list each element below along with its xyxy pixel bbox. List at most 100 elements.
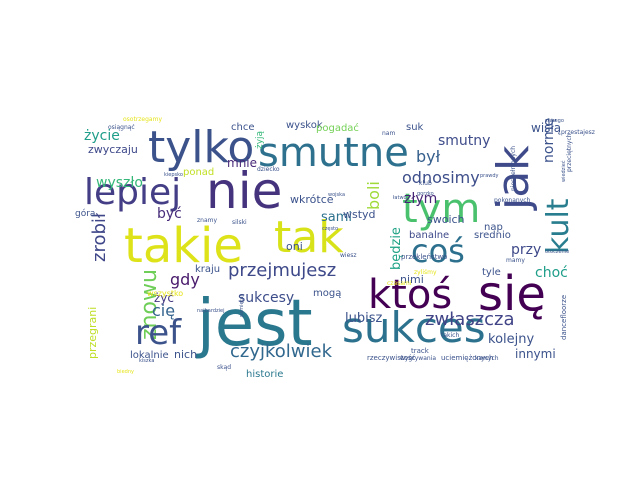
cloud-word: srednio <box>474 230 511 241</box>
cloud-word: sami <box>321 210 352 225</box>
cloud-word: suk <box>406 122 424 133</box>
cloud-word: życie <box>84 128 120 144</box>
cloud-word: łatwo <box>393 195 407 201</box>
cloud-word: lokalnie <box>130 350 169 361</box>
cloud-word: kiszka <box>139 358 154 364</box>
cloud-word: góra <box>75 208 95 219</box>
cloud-word: kamych <box>475 355 499 362</box>
cloud-word: dziecko <box>257 166 280 173</box>
cloud-word: kraju <box>195 264 220 275</box>
cloud-word: być <box>157 206 182 222</box>
cloud-word: wisłą <box>531 121 561 135</box>
cloud-word: lepiej <box>84 172 181 213</box>
cloud-word: kiepsko <box>164 172 183 178</box>
cloud-word: innymi <box>515 347 556 361</box>
cloud-word: gdy <box>170 270 200 289</box>
cloud-word: tak <box>274 212 344 263</box>
cloud-word: osotrzegamy <box>123 116 162 123</box>
cloud-word: wyskok <box>286 120 323 131</box>
cloud-word: skąd <box>217 364 231 371</box>
cloud-word: jest <box>195 287 313 361</box>
cloud-word: mamy <box>506 257 525 264</box>
cloud-word: rzeczywistość <box>367 354 416 362</box>
cloud-word: dancefloorze <box>560 295 568 340</box>
cloud-word: kolejny <box>488 332 534 347</box>
cloud-word: takie <box>124 218 243 274</box>
cloud-word: znowu <box>137 269 162 340</box>
cloud-word: swoich <box>427 213 465 226</box>
cloud-word: tylko <box>148 122 254 173</box>
cloud-word: zrobił <box>89 212 110 262</box>
cloud-word: starego <box>545 118 564 124</box>
cloud-word: nie <box>206 162 282 220</box>
cloud-word: będzie <box>389 227 404 270</box>
cloud-word: sukcesy <box>238 290 294 306</box>
cloud-word: tyle <box>482 267 501 278</box>
cloud-word: był <box>416 147 441 166</box>
cloud-word: zyliśmy <box>414 269 437 276</box>
cloud-word: cię <box>152 301 175 320</box>
cloud-word: wyszło <box>96 175 143 191</box>
cloud-word: biedny <box>117 369 134 375</box>
cloud-word: choć <box>535 265 568 281</box>
cloud-word: często <box>322 226 338 232</box>
cloud-word: tym <box>402 186 480 232</box>
cloud-word: zwyczaju <box>88 143 138 156</box>
cloud-word: wygrywania <box>400 355 436 362</box>
cloud-word: czyjkolwiek <box>230 341 333 362</box>
cloud-word: oni <box>286 240 303 253</box>
cloud-word: pogadać <box>316 122 359 134</box>
cloud-word: otoczenie <box>545 249 569 255</box>
cloud-word: wiesz <box>340 252 357 259</box>
cloud-word: żyją <box>255 130 265 149</box>
cloud-word: przestajesz <box>561 129 595 136</box>
cloud-word: przegrani <box>86 307 99 359</box>
cloud-word: mnie <box>227 156 257 170</box>
word-cloud-background <box>80 96 566 382</box>
cloud-word: się <box>478 266 546 322</box>
cloud-word: kult <box>541 198 576 254</box>
cloud-word: znamy <box>197 217 217 224</box>
cloud-word: mogą <box>313 288 341 299</box>
cloud-word: historie <box>246 369 283 380</box>
cloud-word: klub <box>419 180 432 187</box>
cloud-word: ponad <box>183 167 214 178</box>
cloud-word: wkrótce <box>290 193 334 206</box>
cloud-word: nap <box>484 222 503 233</box>
cloud-word: odnosimy <box>402 168 480 187</box>
cloud-word: przy <box>511 242 541 258</box>
cloud-word: lubisz <box>345 311 382 326</box>
cloud-word: boli <box>364 181 383 210</box>
cloud-word: pokonanych <box>494 197 531 204</box>
cloud-word: nich <box>174 348 197 361</box>
cloud-word: normę <box>541 118 557 163</box>
cloud-word: ref <box>135 313 182 353</box>
cloud-word: uciemiężonych <box>441 354 493 362</box>
cloud-word: nimi <box>400 273 424 286</box>
cloud-word: przeciętnych <box>566 133 573 172</box>
cloud-word: wojska <box>328 192 345 198</box>
cloud-word: osiągnąć <box>108 124 135 131</box>
cloud-word: przejmujesz <box>228 260 336 281</box>
cloud-word: przekleństwo <box>401 253 447 261</box>
cloud-word: jak <box>488 145 539 211</box>
cloud-word: wszystko <box>147 289 183 298</box>
cloud-word: chce <box>231 122 255 133</box>
cloud-word: najbardziej <box>197 308 224 314</box>
cloud-word: czasami <box>387 280 412 287</box>
cloud-word: gorzko <box>417 191 434 197</box>
cloud-word: niespełnionych <box>510 146 517 191</box>
cloud-word: prawdy <box>480 173 499 179</box>
cloud-word: takich <box>441 332 459 339</box>
cloud-word: smutne <box>258 130 409 176</box>
cloud-word: wstyd <box>343 208 376 221</box>
cloud-word: banalne <box>409 230 449 241</box>
cloud-word: zwłaszcza <box>425 309 515 330</box>
cloud-word: nam <box>382 130 395 137</box>
cloud-word: smutny <box>438 133 490 149</box>
cloud-word: wiedzieć <box>560 160 567 182</box>
cloud-word: sukces <box>342 303 486 352</box>
cloud-word: żyć <box>154 291 174 305</box>
